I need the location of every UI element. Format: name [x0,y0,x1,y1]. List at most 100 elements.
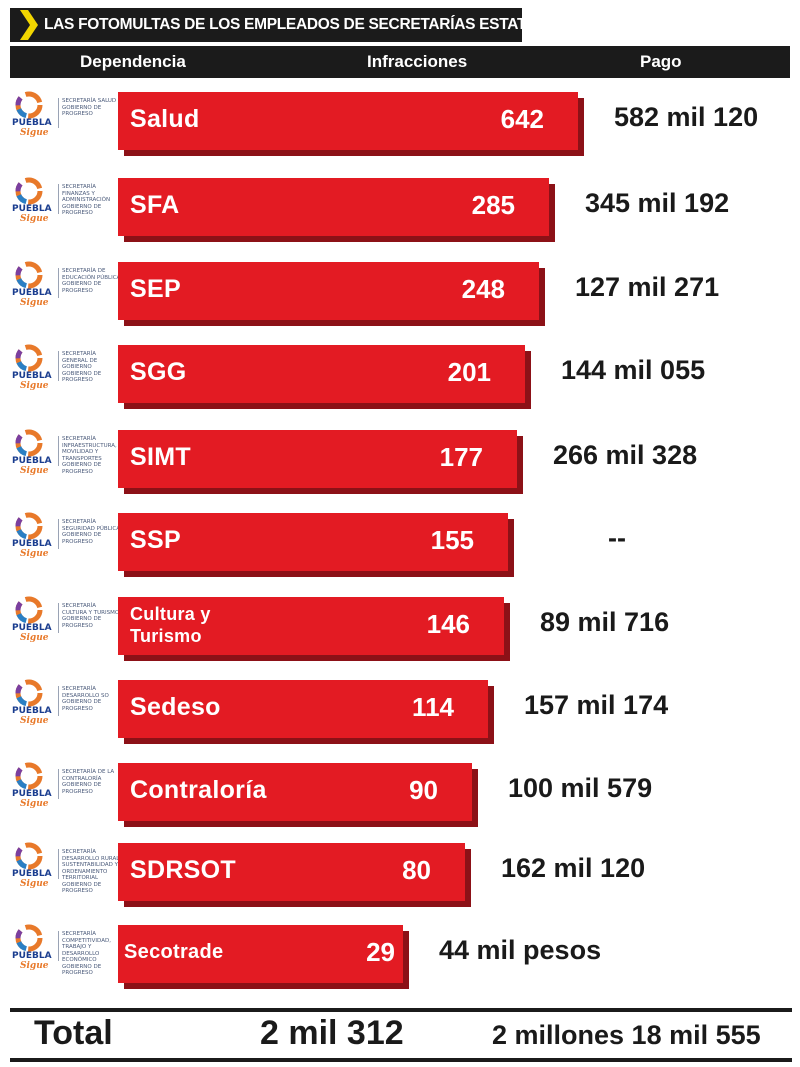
dependency-logo: PUEBLA Sigue Secretaría Competitividad, Tr… [8,923,118,977]
logo-puebla-text: PUEBLA [12,789,52,799]
dependency-logo: PUEBLA Sigue Secretaría Desarrollo Rural S… [8,841,119,895]
puebla-logo-icon [15,429,43,457]
bar: SSP 155 [118,513,508,571]
bar-category-label: SDRSOT [130,856,236,884]
logo-sigue-text: Sigue [20,961,49,971]
chevron-right-icon [20,10,38,40]
header-infracciones: Infracciones [367,52,468,71]
dependency-logo: PUEBLA Sigue Secretaría Cultura y Turismo … [8,595,119,649]
logo-secretaria-text: Secretaría Finanzas y Administración Gob… [62,184,111,216]
header-dependencia: Dependencia [80,52,186,71]
dependency-logo: PUEBLA Sigue Secretaría Desarrollo So Gobi… [8,678,118,732]
logo-secretaria-text: Secretaría de la Contraloría Gobierno de… [62,769,115,795]
bar: SIMT 177 [118,430,517,488]
logo-divider [58,849,59,879]
logo-divider [58,769,59,799]
logo-secretaria-text: Secretaría Cultura y Turismo Gobierno de… [62,603,120,629]
bar-category-label: SGG [130,358,187,386]
bar: SFA 285 [118,178,549,236]
logo-sigue-text: Sigue [20,298,49,308]
logo-secretaria-text: Secretaría Desarrollo So Gobierno de Pro… [62,686,109,712]
logo-sigue-text: Sigue [20,799,49,809]
chart-row: PUEBLA Sigue Secretaría Desarrollo So Gobi… [0,672,800,752]
chart-title: LAS FOTOMULTAS DE LOS EMPLEADOS DE SECRE… [44,16,571,33]
dependency-logo: PUEBLA Sigue Secretaría General de Gobiern… [8,343,118,397]
chart-row: PUEBLA Sigue Secretaría Infraestructura, M… [0,422,800,502]
logo-puebla-text: PUEBLA [12,623,52,633]
logo-divider [58,98,59,128]
total-pago: 2 millones 18 mil 555 [492,1020,761,1050]
title-bar: LAS FOTOMULTAS DE LOS EMPLEADOS DE SECRE… [10,8,571,42]
pago-label: 157 mil 174 [524,690,669,720]
bar: Salud 642 [118,92,578,150]
pago-label: 162 mil 120 [501,853,646,883]
logo-divider [58,603,59,633]
puebla-logo-icon [15,762,43,790]
pago-label: 144 mil 055 [561,355,706,385]
logo-sigue-text: Sigue [20,549,49,559]
bar-value-label: 146 [426,609,470,639]
logo-puebla-text: PUEBLA [12,118,52,128]
bar-category-label: SIMT [130,443,191,471]
chart-row: PUEBLA Sigue Secretaría Cultura y Turismo … [0,589,800,669]
logo-secretaria-text: Secretaría Competitividad, Trabajo y Des… [62,931,111,976]
bar: Cultura y Turismo 146 [118,597,504,655]
pago-label: 44 mil pesos [439,935,602,965]
bar-category-label: SEP [130,275,181,303]
logo-puebla-text: PUEBLA [12,371,52,381]
total-label: Total [34,1014,113,1052]
puebla-logo-icon [15,261,43,289]
bar: Sedeso 114 [118,680,488,738]
bar-value-label: 155 [430,525,474,555]
puebla-logo-icon [15,596,43,624]
chart-row: PUEBLA Sigue Secretaría Desarrollo Rural S… [0,835,800,915]
chart-row: PUEBLA Sigue Secretaría Salud Gobierno de … [0,84,800,164]
logo-puebla-text: PUEBLA [12,869,52,879]
logo-sigue-text: Sigue [20,466,49,476]
bar: SEP 248 [118,262,539,320]
pago-label: 345 mil 192 [585,188,730,218]
logo-divider [58,351,59,381]
bar-category-label: SFA [130,191,180,219]
bar-category-label: Contraloría [130,776,267,804]
pago-label: -- [608,523,626,553]
logo-sigue-text: Sigue [20,716,49,726]
logo-secretaria-text: Secretaría de Educación Pública Gobierno… [62,268,121,294]
dependency-logo: PUEBLA Sigue Secretaría Finanzas y Adminis… [8,176,118,230]
pago-label: 89 mil 716 [540,607,670,637]
logo-divider [58,686,59,716]
logo-secretaria-text: Secretaría Seguridad Pública Gobierno de… [62,519,120,545]
logo-puebla-text: PUEBLA [12,204,52,214]
logo-divider [58,184,59,214]
bar-category-label: Cultura y Turismo [130,604,211,646]
chart-row: PUEBLA Sigue Secretaría General de Gobiern… [0,337,800,417]
chart-row: PUEBLA Sigue Secretaría Finanzas y Adminis… [0,170,800,250]
logo-divider [58,436,59,466]
bar-category-label: Sedeso [130,693,221,721]
pago-label: 266 mil 328 [553,440,698,470]
puebla-logo-icon [15,924,43,952]
puebla-logo-icon [15,344,43,372]
dependency-logo: PUEBLA Sigue Secretaría de la Contraloría … [8,761,118,815]
logo-sigue-text: Sigue [20,381,49,391]
bar-category-label: SSP [130,526,181,554]
logo-secretaria-text: Secretaría Infraestructura, Movilidad y … [62,436,117,475]
bar: SDRSOT 80 [118,843,465,901]
logo-sigue-text: Sigue [20,128,49,138]
bar-value-label: 177 [439,442,483,472]
dependency-logo: PUEBLA Sigue Secretaría de Educación Públi… [8,260,120,314]
column-header-bar: Dependencia Infracciones Pago [10,46,790,78]
puebla-logo-icon [15,177,43,205]
total-top-rule [10,1008,792,1012]
pago-label: 100 mil 579 [508,773,653,803]
pago-label: 127 mil 271 [575,272,720,302]
bar-value-label: 285 [471,190,515,220]
bar-value-label: 29 [366,937,395,967]
logo-sigue-text: Sigue [20,879,49,889]
logo-divider [58,519,59,549]
logo-secretaria-text: Secretaría General de Gobierno Gobierno … [62,351,102,383]
bar-value-label: 80 [402,855,431,885]
dependency-logo: PUEBLA Sigue Secretaría Infraestructura, M… [8,428,118,482]
header-pago: Pago [640,52,682,71]
bar: Contraloría 90 [118,763,472,821]
